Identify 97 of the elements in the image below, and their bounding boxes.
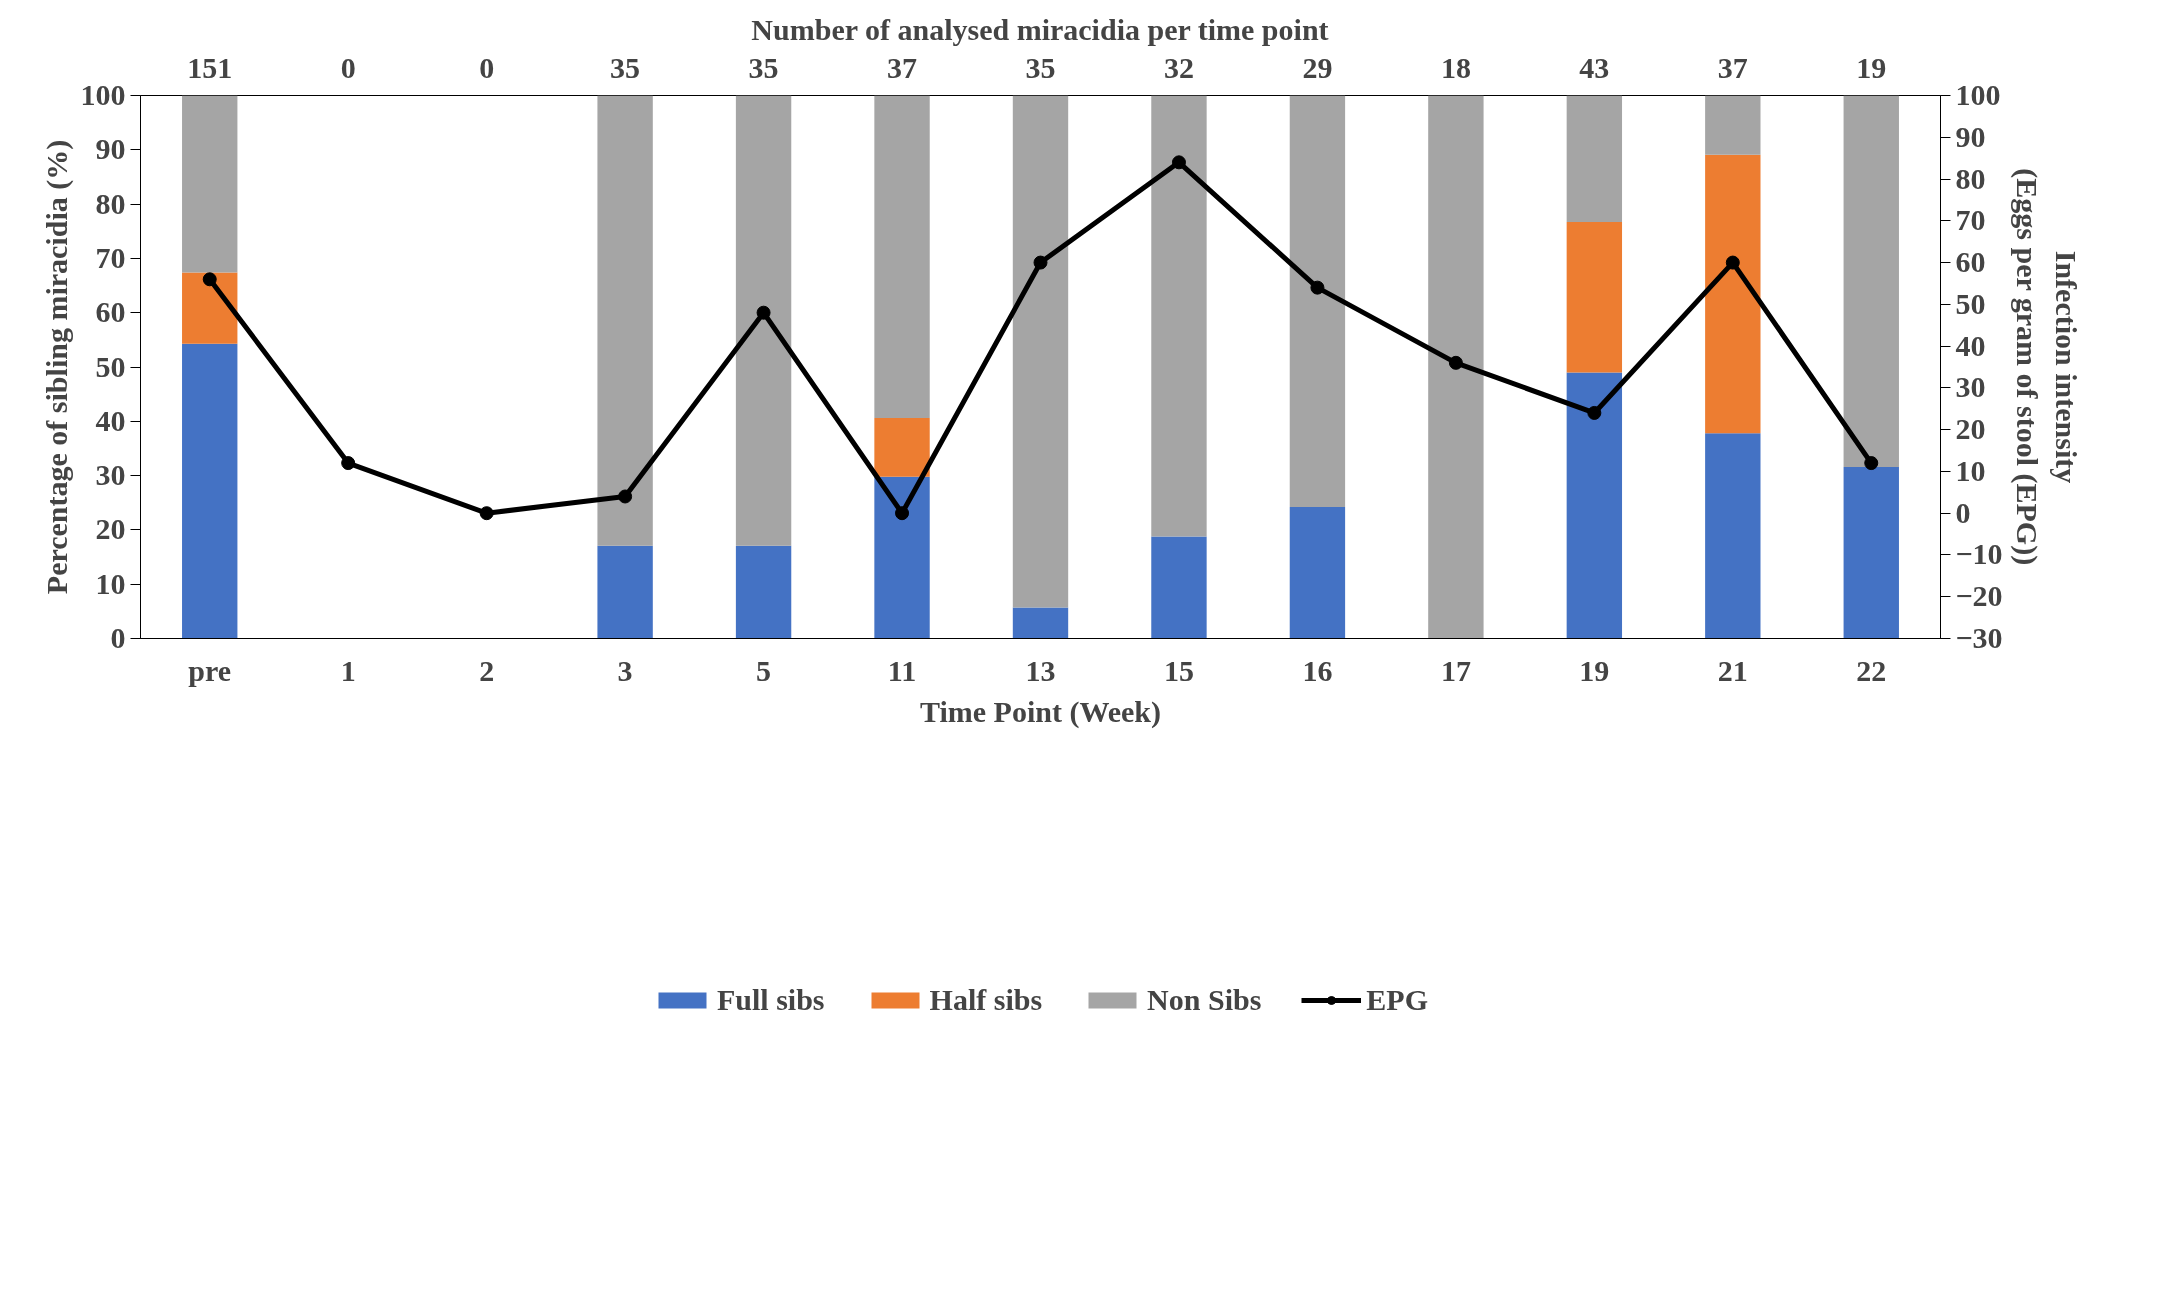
bar — [182, 343, 238, 639]
y2-axis-title: Infection intensity (Eggs per gram of stool (EPG)) — [2009, 168, 2084, 566]
x-tick-label: 1 — [340, 653, 356, 687]
bar — [1705, 154, 1761, 434]
point — [756, 305, 771, 320]
bar — [735, 545, 792, 639]
text: 43 — [1579, 50, 1610, 84]
bar — [597, 95, 653, 546]
y2-tick-label: 30 — [1955, 370, 1986, 404]
bar — [1843, 466, 1899, 639]
point — [1171, 155, 1186, 170]
text: 0 — [340, 50, 356, 84]
bar — [1012, 95, 1069, 608]
point — [341, 456, 356, 471]
bar — [1289, 507, 1346, 639]
text: 35 — [1025, 50, 1056, 84]
point — [1725, 255, 1740, 270]
y2-tick-label: 90 — [1955, 119, 1986, 153]
y2-tick-label: −20 — [1955, 579, 2003, 613]
x-tick-label: 13 — [1025, 653, 1056, 687]
point — [1587, 405, 1602, 420]
bar — [874, 418, 930, 477]
y2-tick-label: 80 — [1955, 161, 1986, 195]
bar — [874, 95, 930, 419]
legend-label: Half sibs — [929, 983, 1043, 1017]
y2-tick-label: −10 — [1955, 537, 2003, 571]
y-tick-label: 60 — [95, 295, 126, 329]
y-tick-label: 40 — [95, 403, 126, 437]
point — [202, 272, 217, 287]
y-axis-title: Percentage of sibling miracidia (%) — [39, 139, 74, 595]
x-tick-label: 5 — [756, 653, 772, 687]
bar — [1566, 372, 1623, 639]
y-tick-label: 100 — [80, 78, 126, 111]
x-tick-label: 16 — [1302, 653, 1333, 687]
bar — [1705, 433, 1761, 639]
text: 151 — [187, 50, 233, 84]
text: 19 — [1856, 50, 1887, 84]
bar — [1151, 536, 1207, 639]
y-tick-label: 30 — [95, 458, 126, 492]
y2-tick-label: 100 — [1955, 78, 2001, 111]
point — [618, 489, 633, 504]
text: 0 — [479, 50, 495, 84]
bar — [182, 272, 238, 344]
y2-tick-label: 10 — [1955, 453, 1986, 487]
x-tick-label: 19 — [1579, 653, 1610, 687]
y2-tick-label: 60 — [1955, 245, 1986, 279]
y-tick-label: 70 — [95, 240, 126, 274]
x-tick-label: 11 — [887, 653, 917, 687]
point — [1864, 456, 1879, 471]
legend-label: Full sibs — [717, 983, 825, 1017]
bar — [1705, 95, 1761, 155]
x-tick-label: 2 — [479, 653, 495, 687]
y-tick-label: 90 — [95, 132, 126, 166]
bar — [1289, 95, 1346, 508]
bar — [1428, 95, 1484, 639]
bar — [1012, 607, 1069, 639]
y2-tick-label: −30 — [1955, 621, 2003, 654]
point — [1448, 355, 1463, 370]
y2-tick-label: 70 — [1955, 203, 1986, 237]
x-tick-label: pre — [188, 653, 232, 687]
bar — [182, 95, 238, 273]
point — [479, 506, 494, 521]
x-tick-label: 3 — [617, 653, 633, 687]
text: 37 — [1717, 50, 1748, 84]
y-tick-label: 20 — [95, 512, 126, 546]
y2-tick-label: 50 — [1955, 286, 1986, 320]
text: 35 — [610, 50, 641, 84]
x-tick-label: 15 — [1163, 653, 1194, 687]
legend-label: EPG — [1366, 983, 1428, 1017]
point — [1310, 280, 1325, 295]
y2-tick-label: 0 — [1955, 495, 1971, 529]
x-tick-label: 21 — [1717, 653, 1748, 687]
text: 18 — [1440, 50, 1471, 84]
text: 35 — [748, 50, 779, 84]
y-tick-label: 0 — [110, 621, 126, 654]
text: 37 — [887, 50, 918, 84]
bar — [1843, 95, 1899, 467]
y-tick-label: 10 — [95, 566, 126, 600]
bar — [1566, 222, 1623, 373]
legend-label: Non Sibs — [1147, 983, 1262, 1017]
y2-tick-label: 40 — [1955, 328, 1986, 362]
text: 29 — [1302, 50, 1333, 84]
y-tick-label: 80 — [95, 186, 126, 220]
y-tick-label: 50 — [95, 349, 126, 383]
bar — [1151, 95, 1207, 537]
x-tick-label: 17 — [1440, 653, 1471, 687]
bar — [597, 545, 653, 639]
chart-title: Number of analysed miracidia per time point — [751, 12, 1329, 46]
x-tick-label: 22 — [1856, 653, 1887, 687]
point — [895, 506, 910, 521]
point — [1033, 255, 1048, 270]
text: 32 — [1163, 50, 1194, 84]
bar — [1566, 95, 1623, 223]
bar — [735, 95, 792, 546]
y2-tick-label: 20 — [1955, 412, 1986, 446]
x-axis-title: Time Point (Week) — [919, 694, 1162, 729]
bar — [874, 476, 930, 639]
